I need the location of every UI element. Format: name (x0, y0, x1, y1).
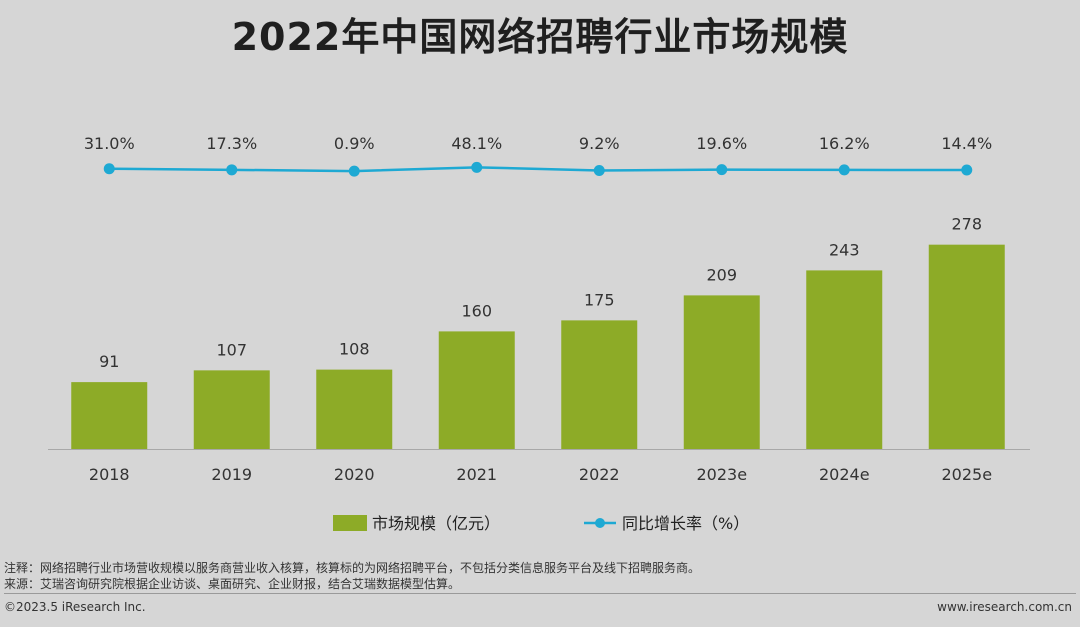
bar-2025e (928, 244, 1005, 449)
bar-2021 (438, 331, 515, 449)
footer-website: www.iresearch.com.cn (937, 600, 1072, 614)
growth-rate-point-2024e (838, 164, 850, 176)
x-tick-label-2020: 2020 (334, 465, 375, 484)
x-tick-label-2024e: 2024e (819, 465, 870, 484)
footer-copyright: ©2023.5 iResearch Inc. (4, 600, 146, 614)
bar-value-label-2021: 160 (461, 301, 492, 320)
bar-2023e (683, 295, 760, 449)
bar-value-label-2025e: 278 (951, 215, 982, 234)
bar-2018 (71, 382, 148, 449)
x-tick-label-2022: 2022 (579, 465, 620, 484)
x-tick-label-2025e: 2025e (941, 465, 992, 484)
bar-2020 (316, 369, 393, 449)
growth-rate-point-2019 (226, 164, 238, 176)
growth-rate-label-2019: 17.3% (206, 134, 257, 153)
x-tick-label-2018: 2018 (89, 465, 130, 484)
growth-rate-label-2018: 31.0% (84, 134, 135, 153)
growth-rate-point-2023e (716, 164, 728, 176)
legend-line-label: 同比增长率（%） (622, 514, 749, 533)
bar-value-label-2019: 107 (216, 340, 247, 359)
growth-rate-point-2021 (471, 161, 483, 173)
bar-value-label-2020: 108 (339, 340, 370, 359)
bar-2019 (193, 370, 270, 449)
growth-rate-label-2021: 48.1% (451, 134, 502, 153)
x-tick-label-2023e: 2023e (696, 465, 747, 484)
growth-rate-point-2022 (593, 164, 605, 176)
footnote-source: 来源：艾瑞咨询研究院根据企业访谈、桌面研究、企业财报，结合艾瑞数据模型估算。 (4, 577, 461, 591)
growth-rate-label-2025e: 14.4% (941, 134, 992, 153)
legend-bar-swatch (333, 515, 367, 531)
x-tick-label-2019: 2019 (211, 465, 252, 484)
growth-rate-label-2023e: 19.6% (696, 134, 747, 153)
x-tick-label-2021: 2021 (456, 465, 497, 484)
growth-rate-label-2024e: 16.2% (819, 134, 870, 153)
bar-value-label-2018: 91 (99, 352, 119, 371)
bar-value-label-2022: 175 (584, 290, 615, 309)
growth-rate-label-2022: 9.2% (579, 134, 620, 153)
growth-rate-label-2020: 0.9% (334, 134, 375, 153)
growth-rate-point-2018 (103, 163, 115, 175)
footnotes: 注释：网络招聘行业市场营收规模以服务商营业收入核算，核算标的为网络招聘平台，不包… (4, 560, 1074, 592)
chart-title: 2022年中国网络招聘行业市场规模 (231, 15, 849, 59)
footnote-note: 注释：网络招聘行业市场营收规模以服务商营业收入核算，核算标的为网络招聘平台，不包… (4, 561, 701, 575)
growth-rate-point-2020 (348, 165, 360, 177)
bar-2022 (561, 320, 638, 449)
growth-rate-point-2025e (961, 164, 973, 176)
bar-value-label-2024e: 243 (829, 240, 860, 259)
bar-value-label-2023e: 209 (706, 265, 737, 284)
bar-2024e (806, 270, 883, 449)
legend-line-marker (595, 518, 605, 528)
growth-rate-line (109, 166, 967, 173)
legend-bar-label: 市场规模（亿元） (372, 514, 500, 533)
footer-divider (4, 593, 1076, 594)
